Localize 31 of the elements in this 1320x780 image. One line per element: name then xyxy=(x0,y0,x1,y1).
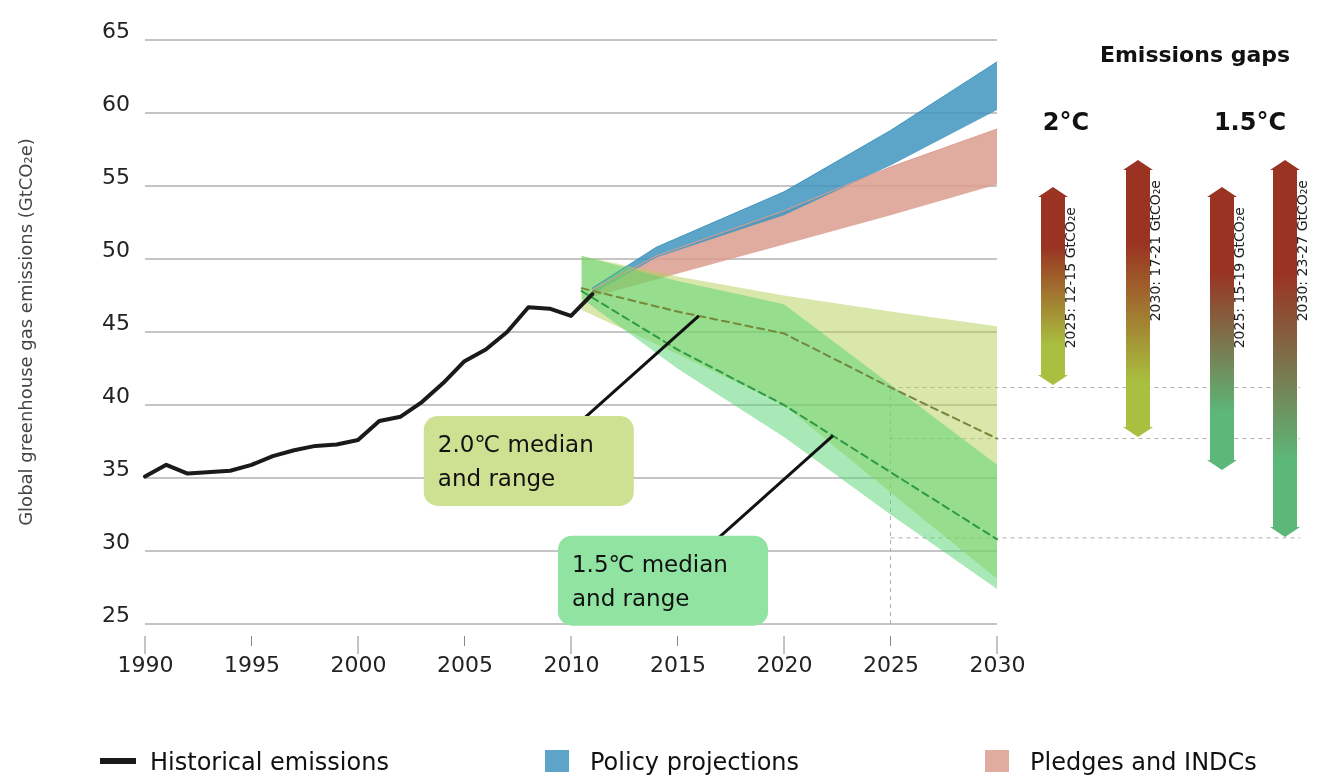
x-tick-label: 2015 xyxy=(650,652,706,678)
y-tick-label: 65 xyxy=(102,18,130,44)
x-tick-label: 2005 xyxy=(437,652,493,678)
text: 2030: 23-27 GtCO₂e xyxy=(1294,180,1310,322)
text: Emissions gaps xyxy=(1099,42,1291,67)
text: 2025: 15-19 GtCO₂e xyxy=(1231,207,1247,349)
y-tick-label: 45 xyxy=(102,310,130,336)
annotation: 2.0℃ median and range xyxy=(437,430,594,491)
x-tick-label: 2020 xyxy=(756,652,813,678)
x-tick-label: 1995 xyxy=(224,652,280,678)
y-tick-label: 50 xyxy=(102,237,130,263)
x-tick-label: 1990 xyxy=(117,652,174,678)
y-tick-label: 60 xyxy=(102,91,130,117)
text: 1.5°C xyxy=(1213,108,1287,136)
y-tick-label: 35 xyxy=(102,456,130,482)
x-tick-label: 2010 xyxy=(543,652,600,678)
x-tick-label: 2030 xyxy=(969,652,1026,678)
y-tick-label: 30 xyxy=(102,529,130,555)
text: 2°C xyxy=(1042,108,1090,136)
text: 2025: 12-15 GtCO₂e xyxy=(1062,207,1078,349)
legend-label: Historical emissions xyxy=(150,748,389,776)
x-tick-label: 2000 xyxy=(330,652,387,678)
y-tick-label: 55 xyxy=(102,164,130,190)
y-tick-label: 25 xyxy=(102,602,130,628)
y-axis-title: Global greenhouse gas emissions (GtCO₂e) xyxy=(15,138,36,526)
legend-label: Pledges and INDCs xyxy=(1030,748,1257,776)
x-tick-label: 2025 xyxy=(863,652,919,678)
annotation: 1.5℃ median and range xyxy=(571,550,728,611)
text: 2030: 17-21 GtCO₂e xyxy=(1147,180,1163,322)
y-tick-label: 40 xyxy=(102,383,130,409)
legend-label: Policy projections xyxy=(590,748,800,776)
